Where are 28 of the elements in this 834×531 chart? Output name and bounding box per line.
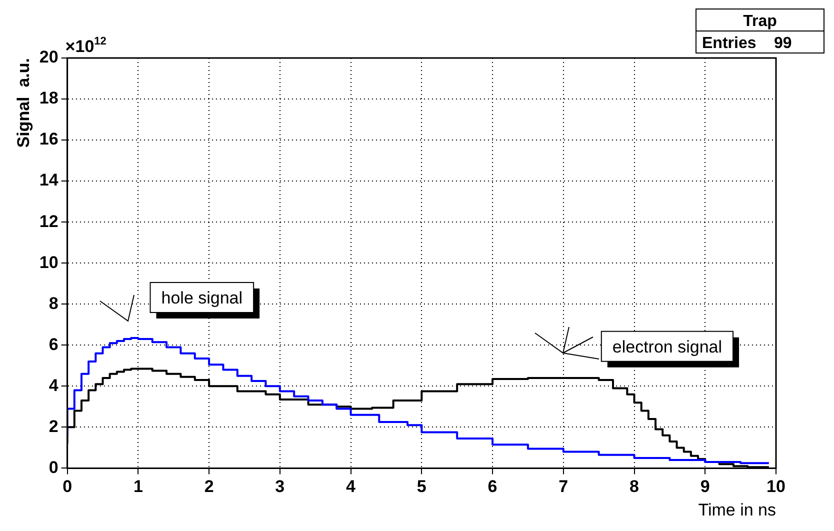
x-tick-label: 8 (630, 477, 639, 496)
annotation: hole signal (161, 288, 243, 308)
x-tick-label: 10 (766, 477, 786, 496)
y-tick-label: 20 (39, 48, 58, 67)
annotation: electron signal (612, 337, 722, 356)
y-tick-label: 18 (39, 88, 58, 108)
y-axis-title: Signal a.u. (14, 58, 33, 148)
y-tick-label: 8 (48, 294, 58, 313)
x-tick-label: 2 (204, 477, 214, 496)
x-tick-label: 6 (488, 477, 498, 496)
x-tick-label: 4 (346, 477, 356, 496)
y-tick-label: 10 (39, 252, 58, 272)
x-tick-label: 9 (700, 477, 710, 496)
text: Entries 99 (702, 35, 792, 52)
y-tick-label: 12 (39, 212, 58, 231)
x-tick-label: 5 (416, 477, 426, 496)
x-tick-label: 0 (62, 477, 72, 496)
y-tick-label: 6 (48, 334, 58, 354)
x-axis-title: Time in ns (698, 500, 776, 520)
y-tick-label: 2 (48, 416, 58, 436)
y-tick-label: 0 (48, 458, 58, 477)
y-tick-label: 16 (39, 130, 58, 149)
x-tick-label: 7 (558, 477, 568, 496)
text: Trap (743, 13, 778, 30)
x-tick-label: 3 (275, 477, 285, 496)
x-tick-label: 1 (133, 477, 143, 496)
y-tick-label: 14 (39, 170, 59, 190)
y-tick-label: 4 (48, 376, 59, 395)
